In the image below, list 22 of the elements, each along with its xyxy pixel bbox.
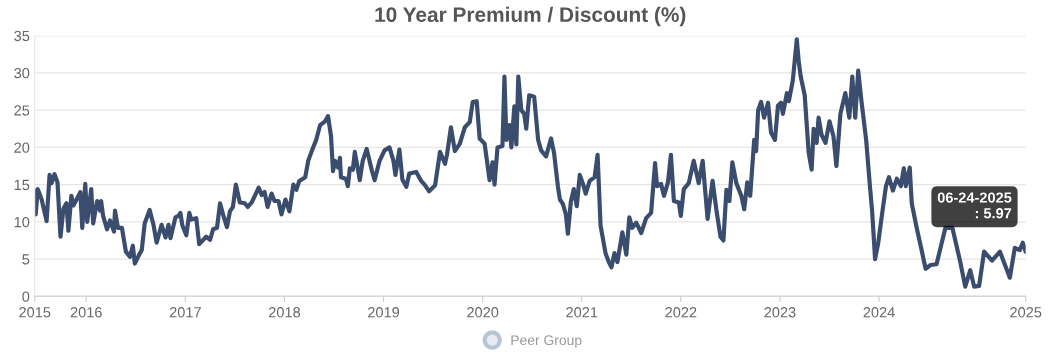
y-tick-label: 30 — [14, 68, 30, 79]
x-tick-label: 2017 — [169, 307, 201, 318]
x-tick-label: 2019 — [368, 307, 400, 318]
y-tick-label: 0 — [22, 291, 30, 302]
legend-label: Peer Group — [511, 335, 582, 348]
annotation: 06-24-2025 : 5.97 — [937, 192, 1012, 219]
x-tick-label: 2015 — [19, 307, 51, 318]
y-tick-label: 5 — [22, 254, 30, 265]
x-tick-label: 2025 — [1010, 307, 1042, 318]
y-tick-label: 35 — [14, 30, 30, 42]
x-tick-label: 2021 — [566, 307, 598, 318]
x-tick-label: 2018 — [268, 307, 301, 318]
chart-title: 10 Year Premium / Discount (%) — [375, 6, 686, 27]
x-tick-label: 2023 — [764, 307, 796, 318]
x-tick-label: 2024 — [863, 307, 895, 318]
x-tick-label: 2022 — [665, 307, 697, 318]
x-tick-label: 2020 — [467, 307, 499, 318]
y-tick-label: 20 — [14, 142, 30, 153]
y-tick-label: 10 — [14, 216, 30, 228]
x-tick-label: 2016 — [70, 307, 102, 318]
y-tick-label: 25 — [14, 105, 30, 116]
y-tick-label: 15 — [14, 179, 30, 191]
